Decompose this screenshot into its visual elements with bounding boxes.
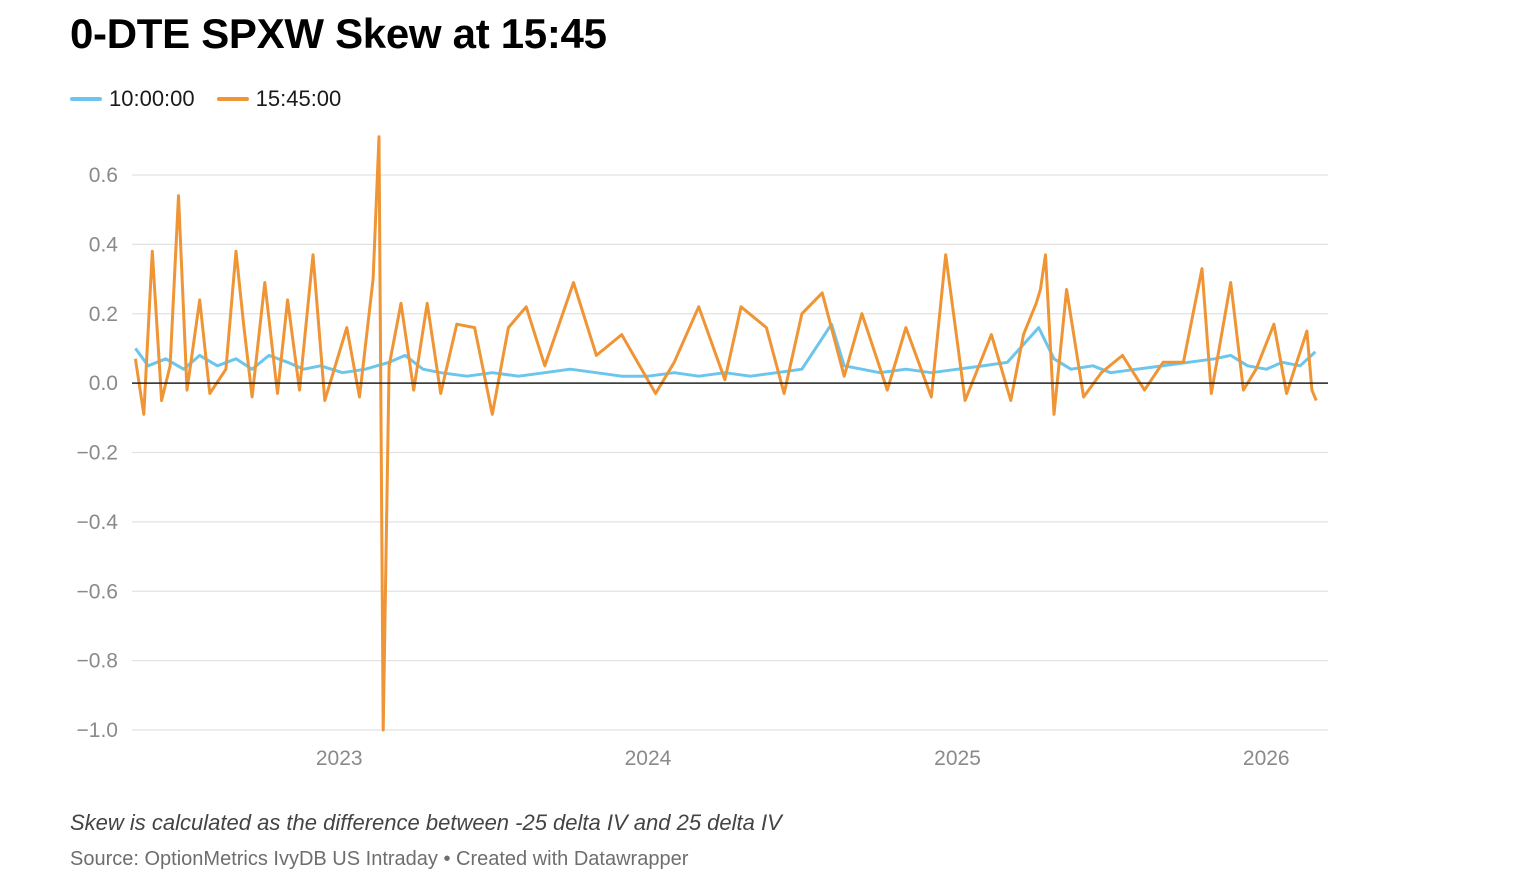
- y-tick-label: −0.6: [77, 580, 118, 603]
- series-line-10-00: [134, 322, 1317, 378]
- chart-note: Skew is calculated as the difference bet…: [70, 810, 782, 835]
- line-chart: 0.6 0.4 0.2 0.0 −0.2 −0.4 −0.6 −0.8 −1.0 2023 2024…: [77, 135, 1328, 770]
- y-tick-label: −0.2: [77, 442, 118, 465]
- legend-label-15-45: 15:45:00: [255, 86, 342, 111]
- legend-label-10-00: 10:00:00: [109, 86, 195, 111]
- y-tick-label: 0.4: [89, 233, 119, 256]
- legend-item-15-45: 15:45:00: [216, 86, 342, 112]
- y-tick-label: −1.0: [77, 719, 118, 742]
- legend-swatch-15-45: [216, 97, 249, 101]
- x-tick-label: 2023: [316, 747, 363, 770]
- series-line-15-45: [133, 135, 1318, 732]
- x-tick-label: 2026: [1243, 747, 1290, 770]
- chart-legend: 10:00:00 15:45:00: [70, 86, 363, 112]
- x-tick-label: 2025: [934, 747, 981, 770]
- legend-swatch-10-00: [70, 97, 102, 101]
- y-tick-label: −0.8: [77, 650, 118, 673]
- chart-source: Source: OptionMetrics IvyDB US Intraday …: [70, 848, 689, 870]
- x-tick-label: 2024: [625, 747, 672, 770]
- y-tick-label: −0.4: [77, 511, 119, 534]
- chart-title: 0-DTE SPXW Skew at 15:45: [70, 10, 607, 57]
- legend-item-10-00: 10:00:00: [70, 86, 195, 112]
- y-tick-label: 0.2: [89, 303, 118, 326]
- y-tick-label: 0.6: [89, 164, 118, 187]
- y-tick-label: 0.0: [89, 372, 118, 395]
